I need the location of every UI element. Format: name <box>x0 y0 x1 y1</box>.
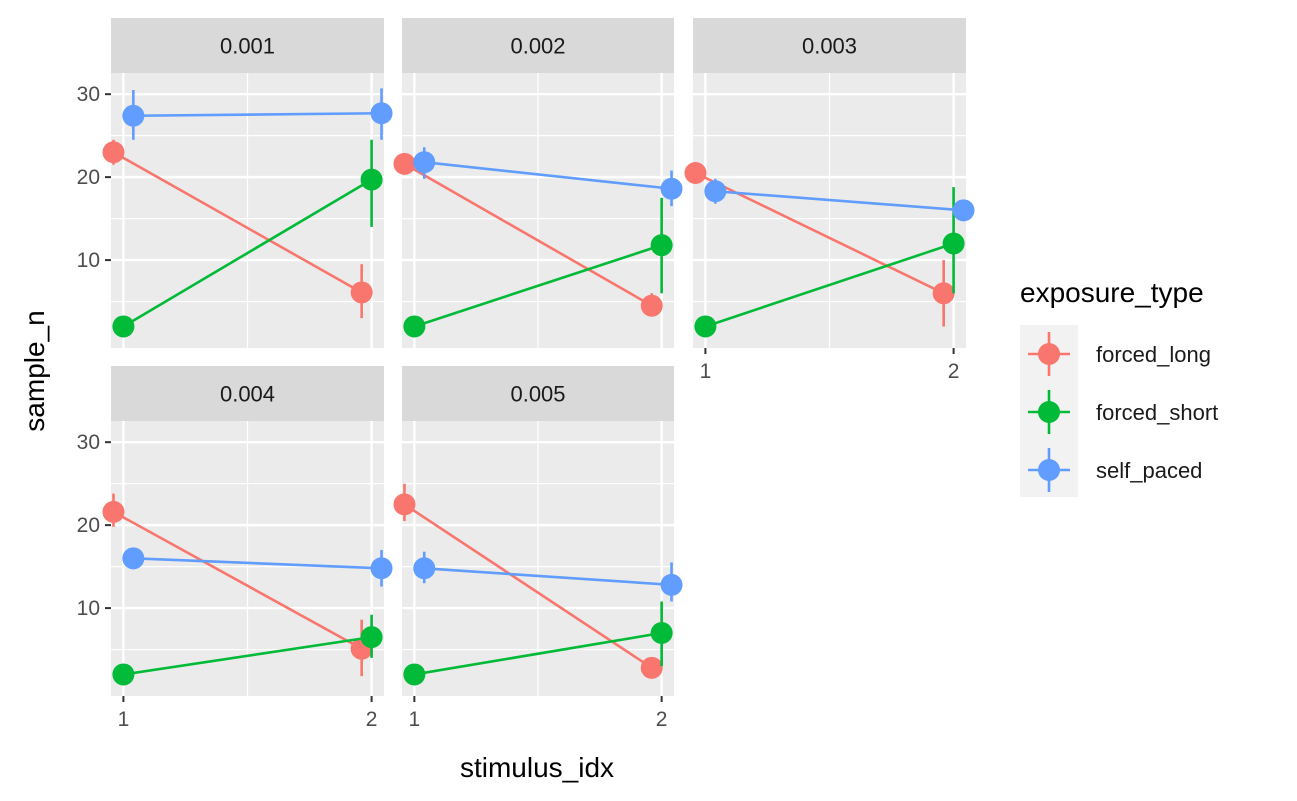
legend-key-forced_short: forced_short <box>1028 390 1218 434</box>
data-point <box>112 315 135 338</box>
series-forced_short <box>694 187 965 338</box>
facet-strip <box>111 18 384 73</box>
legend-title: exposure_type <box>1020 277 1204 308</box>
y-tick-label: 20 <box>77 514 100 537</box>
series-line <box>414 631 662 676</box>
data-point <box>684 161 707 184</box>
data-point <box>370 557 393 580</box>
x-tick-label: 1 <box>700 360 712 383</box>
y-axis-title: sample_n <box>19 310 50 431</box>
data-point <box>413 557 436 580</box>
series-line <box>413 243 663 328</box>
x-tick-label: 2 <box>948 360 960 383</box>
legend-key-forced_long: forced_long <box>1028 332 1211 376</box>
data-point <box>704 180 727 203</box>
data-point <box>122 547 145 570</box>
facet-panel-0.002: 0.002 <box>393 18 683 348</box>
series-line <box>122 178 373 328</box>
series-forced_short <box>112 614 383 686</box>
legend-key-point <box>1038 459 1060 481</box>
series-forced_short <box>112 139 383 338</box>
series-line <box>112 510 363 650</box>
y-tick-label: 10 <box>77 249 100 272</box>
series-line <box>715 189 964 212</box>
series-line <box>704 242 955 328</box>
data-point <box>660 573 683 596</box>
data-point <box>413 151 436 174</box>
facet-panel-0.004: 0.004 10 20 30 1 2 <box>77 366 393 731</box>
data-point <box>650 234 673 257</box>
series-line <box>424 566 672 587</box>
facet-strip <box>402 18 674 73</box>
facet-strip-label: 0.003 <box>802 34 857 59</box>
series-line <box>123 635 372 676</box>
data-point <box>640 294 663 317</box>
data-point <box>360 168 383 191</box>
legend: exposure_type forced_long forced_shortsel… <box>1020 277 1218 497</box>
series-self_paced <box>704 178 975 222</box>
x-tick-label: 2 <box>656 708 668 731</box>
data-point <box>932 282 955 305</box>
data-point <box>660 177 683 200</box>
data-point <box>403 663 426 686</box>
facet-strip-label: 0.001 <box>220 34 275 59</box>
data-point <box>393 152 416 175</box>
data-point <box>403 315 426 338</box>
facet-panel-0.005: 0.005 1 2 <box>393 366 683 731</box>
data-point <box>393 493 416 516</box>
facet-strip-label: 0.002 <box>510 34 565 59</box>
legend-key-point <box>1038 401 1060 423</box>
data-point <box>694 315 717 338</box>
facet-panel-0.003: 0.003 1 2 <box>684 18 975 383</box>
data-point <box>942 232 965 255</box>
data-point <box>370 102 393 125</box>
y-tick-label: 20 <box>77 166 100 189</box>
legend-label: forced_long <box>1096 342 1211 367</box>
x-tick-label: 1 <box>409 708 421 731</box>
facet-panel-0.001: 0.001 10 20 30 <box>77 18 393 348</box>
x-tick-label: 2 <box>366 708 378 731</box>
series-line <box>424 160 672 191</box>
facet-strip <box>693 18 966 73</box>
series-forced_short <box>403 601 673 686</box>
series-self_paced <box>413 147 683 207</box>
y-tick-label: 30 <box>77 83 100 106</box>
data-point <box>640 656 663 679</box>
series-self_paced <box>122 547 393 587</box>
facet-strip <box>111 366 384 421</box>
series-self_paced <box>413 551 683 602</box>
facet-strip <box>402 366 674 421</box>
series-line <box>403 162 653 307</box>
data-point <box>122 104 145 127</box>
data-point <box>102 141 125 164</box>
legend-label: forced_short <box>1096 400 1218 425</box>
y-tick-label: 30 <box>77 431 100 454</box>
series-forced_short <box>403 197 673 338</box>
series-line <box>133 557 382 570</box>
data-point <box>650 621 673 644</box>
x-axis-title: stimulus_idx <box>460 752 614 783</box>
data-point <box>360 626 383 649</box>
series-forced_long <box>102 139 373 319</box>
data-point <box>112 663 135 686</box>
data-point <box>350 281 373 304</box>
legend-label: self_paced <box>1096 458 1202 483</box>
x-tick-label: 1 <box>118 708 130 731</box>
series-line <box>112 151 363 294</box>
legend-key-self_paced: self_paced <box>1028 448 1202 492</box>
series-forced_long <box>393 152 663 317</box>
y-tick-label: 10 <box>77 597 100 620</box>
facet-strip-label: 0.005 <box>510 382 565 407</box>
series-self_paced <box>122 88 393 140</box>
data-point <box>102 500 125 523</box>
series-line <box>133 111 382 118</box>
data-point <box>952 199 975 222</box>
facet-strip-label: 0.004 <box>220 382 275 407</box>
legend-keys: forced_long forced_short self_paced <box>1028 332 1218 492</box>
legend-key-point <box>1038 343 1060 365</box>
